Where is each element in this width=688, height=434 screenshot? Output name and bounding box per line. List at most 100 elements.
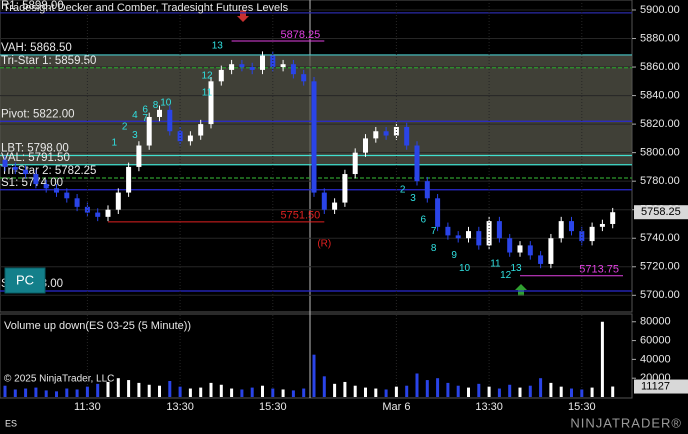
count-label: 8 <box>431 243 437 254</box>
volume-bar <box>600 321 604 397</box>
volume-bar <box>590 387 594 397</box>
count-label: 7 <box>431 226 437 237</box>
candle-body <box>229 64 235 70</box>
volume-bar <box>497 388 501 397</box>
level-label: S1: 5774.00 <box>1 177 63 189</box>
price-tag <box>634 205 688 220</box>
candle-body <box>352 152 358 175</box>
count-label: 6 <box>142 104 148 115</box>
candle-body <box>146 116 152 146</box>
pc-button[interactable]: PC <box>4 267 46 294</box>
volume-bar <box>364 387 367 397</box>
y-tick-label: 5700.00 <box>640 289 680 301</box>
volume-bar <box>250 387 254 397</box>
volume-bar <box>230 388 234 397</box>
level-label: Tri-Star 1: 5859.50 <box>1 55 96 67</box>
candle-body <box>404 126 410 146</box>
candle-body <box>342 174 348 203</box>
volume-bar <box>528 385 532 397</box>
candle-body <box>2 159 8 167</box>
chart-title: Tradesight Decker and Comber, Tradesight… <box>3 2 289 14</box>
x-tick-label: 11:30 <box>74 401 101 413</box>
volume-title: Volume up down(ES 03-25 (5 Minute)) <box>4 320 191 332</box>
y-tick-label: 40000 <box>640 353 671 365</box>
count-label: 2 <box>400 184 406 195</box>
candle-body <box>208 81 214 125</box>
volume-bar <box>3 385 7 397</box>
count-label: 8 <box>153 100 159 111</box>
copyright: © 2025 NinjaTrader, LLC <box>4 374 114 385</box>
candle-body <box>270 55 276 68</box>
candle-body <box>455 235 461 239</box>
level-label: VAH: 5868.50 <box>1 42 72 54</box>
candle-body <box>548 238 554 264</box>
volume-bar <box>436 378 440 397</box>
y-tick-label: 5720.00 <box>640 261 680 273</box>
annotation-label: 5713.75 <box>579 264 619 276</box>
level-label: Pivot: 5822.00 <box>1 108 75 120</box>
volume-bar <box>570 388 573 397</box>
y-tick-label: 5840.00 <box>640 89 680 101</box>
candle-body <box>239 64 245 68</box>
volume-bar <box>147 384 151 397</box>
candle-body <box>579 231 585 242</box>
annotation-label: 5751.50 <box>281 210 321 222</box>
candle-body <box>486 221 492 246</box>
level-label: VAL: 5791.50 <box>1 152 70 164</box>
volume-bar <box>75 389 79 397</box>
candle-body <box>126 166 132 193</box>
y-tick-label: 5880.00 <box>640 32 680 44</box>
volume-bar <box>549 382 553 397</box>
candle-body <box>136 145 142 167</box>
candle-body <box>373 131 379 139</box>
volume-bar <box>240 389 244 397</box>
candle-body <box>496 221 502 239</box>
volume-bar <box>158 385 161 397</box>
candle-body <box>105 209 111 217</box>
volume-bar <box>394 386 398 397</box>
candle-body <box>43 184 49 189</box>
annotation-label: 5878.25 <box>281 29 321 41</box>
candle-body <box>507 238 513 253</box>
y-tick-label: 5860.00 <box>640 61 680 73</box>
candle-body <box>33 174 39 185</box>
y-tick-label: 5740.00 <box>640 232 680 244</box>
y-tick-label: 80000 <box>640 316 671 328</box>
volume-bar <box>559 386 563 397</box>
candle-body <box>599 223 605 227</box>
candle-body <box>84 206 90 213</box>
count-label: 11 <box>202 87 213 98</box>
candle-body <box>414 145 420 182</box>
volume-bar <box>508 384 512 397</box>
level-label: R1: 5898.00 <box>1 0 64 12</box>
candle-body <box>167 109 173 132</box>
candle-body <box>74 198 80 207</box>
x-tick-label: 15:30 <box>568 401 596 413</box>
volume-bar <box>281 389 285 397</box>
y-tick-label: 5820.00 <box>640 118 680 130</box>
candle-body <box>435 198 441 227</box>
volume-bar <box>55 391 58 397</box>
count-label: 2 <box>122 122 128 133</box>
volume-bar <box>137 382 141 397</box>
count-label: 4 <box>132 110 138 121</box>
x-tick-label: 13:30 <box>166 401 194 413</box>
volume-bar <box>456 385 460 397</box>
candle-body <box>115 192 121 210</box>
y-tick-label: 5780.00 <box>640 175 680 187</box>
volume-bar <box>539 378 543 397</box>
volume-bar <box>178 386 182 397</box>
volume-bar <box>353 385 357 397</box>
pc-button-box[interactable] <box>4 267 46 294</box>
volume-bar <box>168 381 172 397</box>
volume-bar <box>446 382 450 397</box>
volume-bar <box>188 388 192 397</box>
pc-button-label[interactable]: PC <box>16 272 34 287</box>
count-label: 6 <box>421 214 427 225</box>
signal-label: (R) <box>317 239 331 250</box>
candle-body <box>95 212 101 217</box>
candle-body <box>280 64 286 68</box>
volume-bar <box>271 388 275 397</box>
count-label: 9 <box>451 250 457 261</box>
